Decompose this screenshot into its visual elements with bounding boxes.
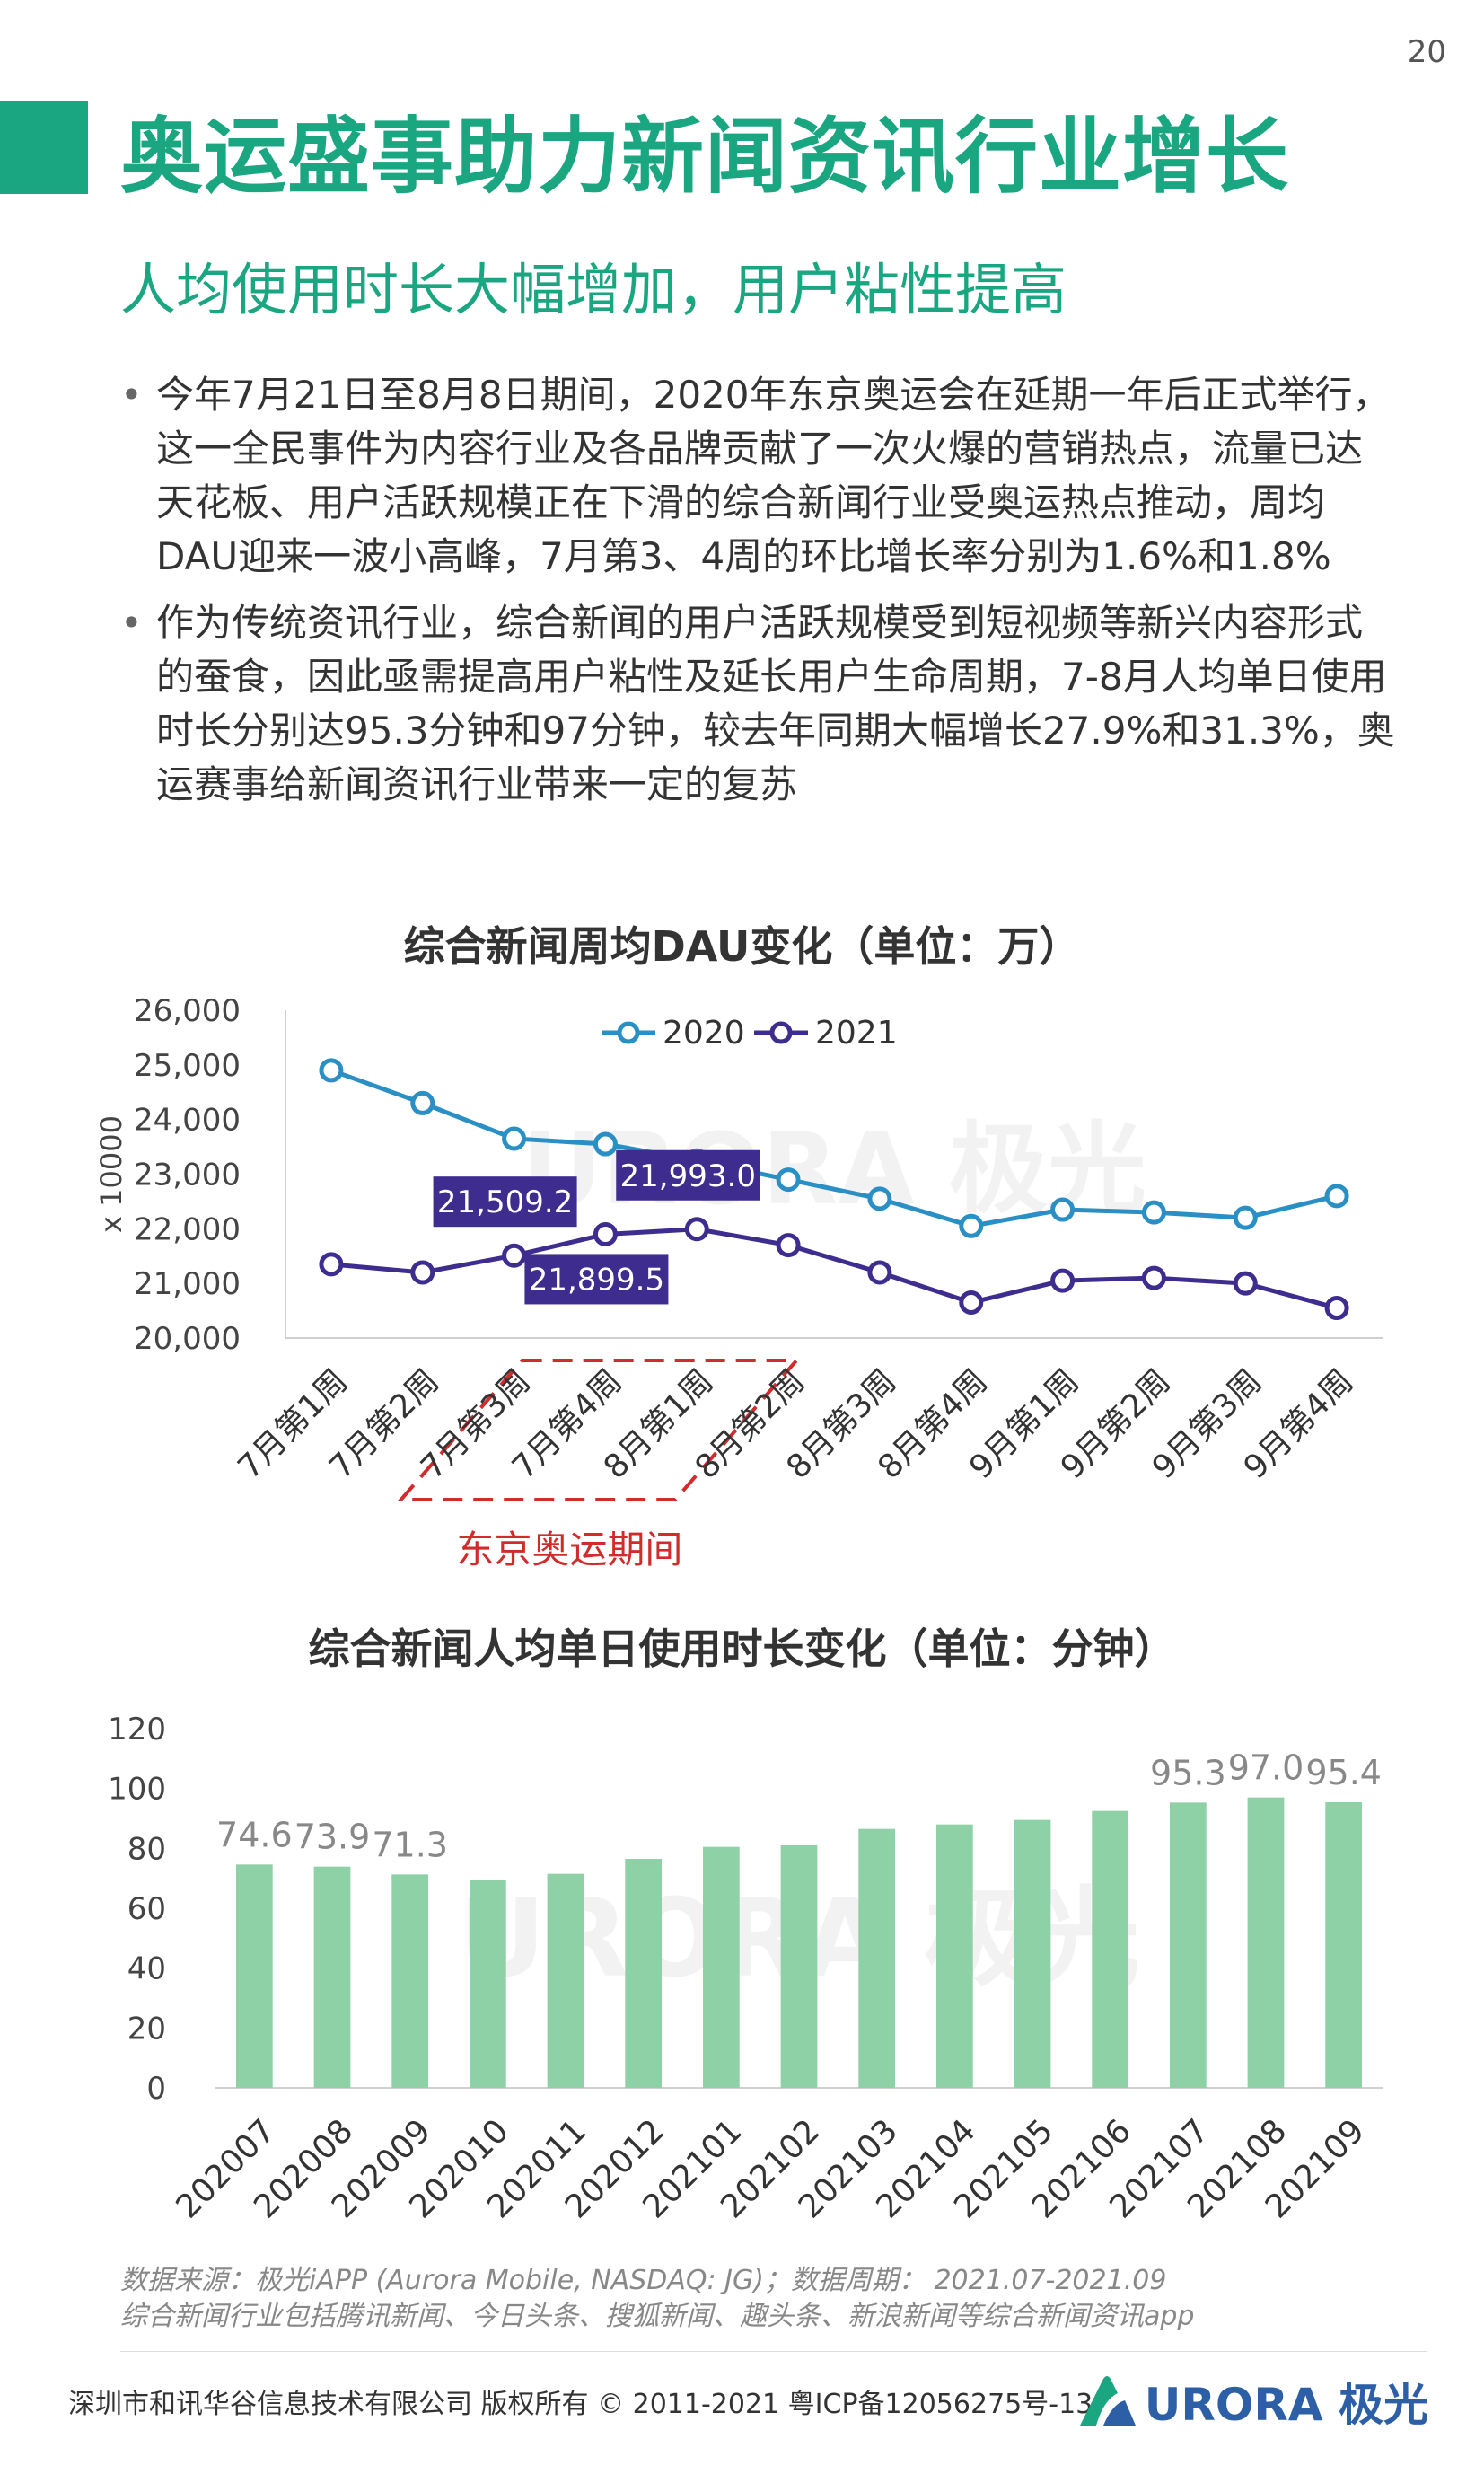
y-tick-label: 20 xyxy=(127,2011,166,2047)
y-tick-label: 60 xyxy=(127,1891,166,1927)
dau-chart-title: 综合新闻周均DAU变化（单位：万） xyxy=(403,922,1081,971)
bar xyxy=(935,1824,973,2088)
bar-value-label: 74.6 xyxy=(216,1815,293,1854)
bar xyxy=(313,1866,351,2088)
bullet-item: • 今年7月21日至8月8日期间，2020年东京奥运会在延期一年后正式举行，这一… xyxy=(120,368,1395,584)
data-point-2020 xyxy=(1233,1205,1258,1230)
bar-value-label: 97.0 xyxy=(1228,1748,1304,1788)
title-accent-bar xyxy=(0,101,88,194)
y-tick-label: 20,000 xyxy=(134,1321,241,1357)
data-point-2021 xyxy=(319,1252,344,1277)
data-label: 21,993.0 xyxy=(620,1158,756,1194)
duration-bar-chart: URORA 极光02040608010012074.673.971.395.39… xyxy=(108,1712,1383,2226)
data-point-2020 xyxy=(867,1186,892,1211)
data-point-2021 xyxy=(1050,1268,1076,1293)
data-point-2021 xyxy=(959,1290,984,1315)
bar xyxy=(1325,1802,1363,2088)
data-point-2020 xyxy=(959,1213,984,1238)
data-label-box xyxy=(524,1254,669,1305)
data-label-box xyxy=(616,1149,760,1201)
y-tick-label: 24,000 xyxy=(134,1103,241,1139)
data-source-note: 数据来源：极光iAPP (Aurora Mobile, NASDAQ: JG)；… xyxy=(120,2263,1194,2335)
olympics-period-highlight xyxy=(397,1359,801,1501)
bar xyxy=(1169,1802,1207,2088)
y-tick-label: 80 xyxy=(127,1831,166,1867)
series-line-2021 xyxy=(330,1227,1338,1310)
bar-value-label: 71.3 xyxy=(372,1825,448,1864)
bar xyxy=(1092,1810,1129,2088)
data-point-2020 xyxy=(593,1131,618,1157)
y-tick-label: 0 xyxy=(146,2071,166,2107)
footer-logo-text: URORA 极光 xyxy=(1144,2379,1428,2431)
series-line-2020 xyxy=(330,1068,1338,1228)
footer-logo: URORA 极光 xyxy=(1076,2369,1428,2434)
bar-value-label: 95.4 xyxy=(1305,1753,1382,1792)
bullet-text: 今年7月21日至8月8日期间，2020年东京奥运会在延期一年后正式举行，这一全民… xyxy=(156,373,1391,578)
legend-label-2020: 2020 xyxy=(663,1015,745,1052)
y-tick-label: 25,000 xyxy=(134,1048,241,1084)
bar-value-label: 95.3 xyxy=(1150,1753,1226,1792)
bar xyxy=(702,1846,740,2088)
y-tick-label: 22,000 xyxy=(134,1211,241,1247)
bullet-symbol: • xyxy=(120,601,143,645)
legend-label-2021: 2021 xyxy=(815,1015,898,1052)
bullet-item: • 作为传统资讯行业，综合新闻的用户活跃规模受到短视频等新兴内容形式的蚕食，因此… xyxy=(120,596,1395,812)
data-point-2020 xyxy=(502,1126,527,1151)
data-point-2020 xyxy=(1050,1197,1076,1222)
bar xyxy=(1247,1797,1285,2088)
y-axis-label: x 10000 xyxy=(94,1115,128,1233)
aurora-logo-icon xyxy=(1079,2376,1136,2426)
dau-line-chart: URORA 极光20,00021,00022,00023,00024,00025… xyxy=(94,993,1383,1572)
data-point-2020 xyxy=(319,1058,344,1083)
bar xyxy=(858,1828,896,2088)
data-scope-line: 综合新闻行业包括腾讯新闻、今日头条、搜狐新闻、趣头条、新浪新闻等综合新闻资讯ap… xyxy=(120,2301,1195,2332)
data-point-2020 xyxy=(1141,1200,1166,1225)
page-title: 奥运盛事助力新闻资讯行业增长 xyxy=(120,109,1290,205)
data-point-2021 xyxy=(410,1260,435,1285)
data-point-2021 xyxy=(684,1217,709,1242)
footer-copyright: 深圳市和讯华谷信息技术有限公司 版权所有 © 2011-2021 粤ICP备12… xyxy=(68,2389,1093,2420)
y-tick-label: 23,000 xyxy=(134,1158,241,1193)
y-tick-label: 21,000 xyxy=(134,1266,241,1302)
bullet-text: 作为传统资讯行业，综合新闻的用户活跃规模受到短视频等新兴内容形式的蚕食，因此亟需… xyxy=(156,601,1395,806)
data-label-box xyxy=(433,1176,577,1228)
data-point-2021 xyxy=(502,1243,527,1268)
data-point-2021 xyxy=(1233,1271,1258,1296)
data-label: 21,899.5 xyxy=(529,1262,664,1298)
bar xyxy=(235,1864,273,2088)
data-point-2021 xyxy=(1324,1296,1349,1321)
data-point-2020 xyxy=(410,1090,435,1115)
data-point-2021 xyxy=(867,1260,892,1285)
page-number: 20 xyxy=(1407,34,1446,70)
data-label: 21,509.2 xyxy=(437,1184,573,1220)
y-tick-label: 26,000 xyxy=(134,993,241,1029)
footer-divider xyxy=(120,2351,1427,2352)
y-tick-label: 100 xyxy=(108,1772,166,1808)
olympics-period-label: 东京奥运期间 xyxy=(456,1528,682,1572)
data-point-2021 xyxy=(776,1233,801,1258)
legend-marker-2020 xyxy=(617,1021,640,1044)
bar-value-label: 73.9 xyxy=(294,1818,371,1857)
bar xyxy=(1014,1819,1051,2088)
data-point-2021 xyxy=(1141,1265,1166,1290)
bullet-list: • 今年7月21日至8月8日期间，2020年东京奥运会在延期一年后正式举行，这一… xyxy=(120,368,1395,824)
y-tick-label: 120 xyxy=(108,1712,166,1748)
bar xyxy=(625,1859,663,2088)
bullet-symbol: • xyxy=(120,373,143,417)
legend-marker-2021 xyxy=(769,1021,793,1044)
data-point-2020 xyxy=(1324,1184,1349,1209)
bar xyxy=(547,1873,584,2088)
y-tick-label: 40 xyxy=(127,1951,166,1987)
data-source-line: 数据来源：极光iAPP (Aurora Mobile, NASDAQ: JG)；… xyxy=(120,2265,1167,2296)
data-point-2020 xyxy=(776,1167,801,1193)
bar xyxy=(469,1880,506,2088)
page-subtitle: 人均使用时长大幅增加，用户粘性提高 xyxy=(120,257,1067,322)
data-point-2021 xyxy=(593,1221,618,1246)
bar xyxy=(391,1874,429,2088)
duration-chart-title: 综合新闻人均单日使用时长变化（单位：分钟） xyxy=(308,1624,1176,1673)
bar xyxy=(780,1845,818,2088)
